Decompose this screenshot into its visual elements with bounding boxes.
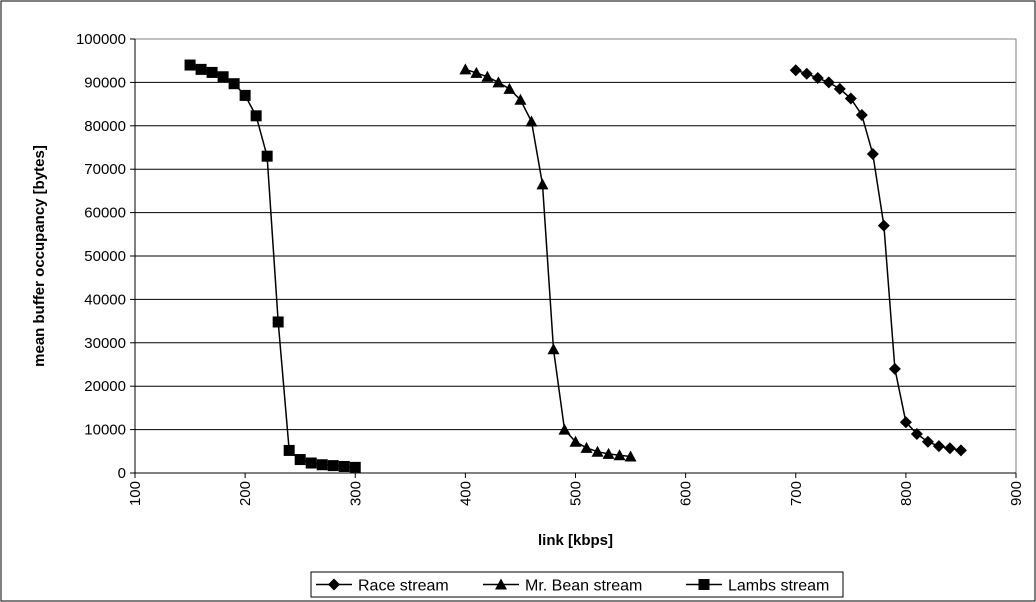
y-tick-label: 50000	[84, 248, 126, 265]
y-tick-label: 20000	[84, 378, 126, 395]
x-tick-label: 900	[1008, 481, 1025, 506]
legend-marker	[698, 579, 710, 590]
data-point	[954, 444, 967, 457]
data-point	[866, 148, 879, 161]
legend-marker	[495, 578, 507, 590]
x-tick-label: 200	[237, 481, 254, 506]
x-tick-label: 500	[568, 481, 585, 506]
data-point	[536, 178, 549, 190]
legend: Race stream Mr. Bean stream Lambs stream	[310, 571, 844, 598]
data-point	[580, 441, 593, 453]
data-point	[217, 71, 229, 83]
legend-label: Lambs stream	[728, 578, 829, 595]
y-tick-label: 60000	[84, 205, 126, 222]
data-point	[272, 316, 284, 328]
data-point	[833, 82, 846, 95]
y-axis-title: mean buffer occupancy [bytes]	[31, 145, 48, 367]
data-point	[855, 108, 868, 121]
data-point	[503, 82, 516, 94]
x-tick-label: 800	[898, 481, 915, 506]
data-point	[470, 66, 483, 78]
axis-layer: 0 10000 20000 30000 40000 50000 60000 70000 8000…	[76, 31, 1025, 506]
data-point	[228, 78, 240, 90]
data-point	[514, 93, 527, 105]
series-race-stream	[789, 64, 967, 457]
legend-label: Race stream	[358, 578, 449, 595]
data-point	[811, 72, 824, 85]
y-tick-label: 10000	[84, 422, 126, 439]
data-point	[789, 64, 802, 77]
data-point	[943, 442, 956, 455]
legend-item: Mr. Bean stream	[483, 578, 642, 595]
y-tick-label: 70000	[84, 161, 126, 178]
data-point	[921, 435, 934, 448]
data-point	[899, 416, 912, 429]
data-point	[492, 76, 505, 88]
data-point	[294, 454, 306, 466]
data-point	[800, 67, 813, 80]
series-lambs-stream	[184, 59, 361, 473]
data-point	[305, 457, 317, 469]
y-tick-label: 30000	[84, 335, 126, 352]
data-point	[338, 460, 350, 472]
data-point	[932, 440, 945, 453]
data-point	[239, 89, 251, 101]
y-tick-label: 100000	[76, 31, 126, 48]
data-point	[349, 461, 361, 473]
data-point	[327, 460, 339, 472]
x-tick-label: 600	[678, 481, 695, 506]
legend-box	[310, 571, 844, 598]
data-point	[250, 110, 262, 122]
legend-marker	[328, 578, 340, 591]
data-point	[283, 444, 295, 456]
series-mr-bean-stream	[459, 63, 637, 462]
data-point	[844, 92, 857, 105]
data-point	[316, 459, 328, 471]
series-line	[465, 68, 631, 458]
x-tick-label: 300	[347, 481, 364, 506]
y-tick-label: 90000	[84, 74, 126, 91]
data-point	[195, 63, 207, 75]
legend-label: Mr. Bean stream	[525, 578, 642, 595]
y-tick-label: 40000	[84, 291, 126, 308]
series-layer	[184, 59, 967, 473]
y-tick-label: 0	[118, 465, 126, 482]
legend-item: Race stream	[316, 578, 449, 595]
legend-item: Lambs stream	[686, 578, 829, 595]
data-point	[206, 66, 218, 78]
data-point	[184, 59, 196, 71]
data-point	[459, 63, 472, 75]
data-point	[547, 343, 560, 355]
data-point	[877, 219, 890, 232]
data-point	[481, 70, 494, 82]
x-tick-label: 400	[457, 481, 474, 506]
series-line	[795, 69, 962, 452]
data-point	[602, 447, 615, 459]
x-tick-label: 100	[127, 481, 144, 506]
data-point	[591, 445, 604, 457]
data-point	[624, 450, 637, 462]
data-point	[822, 76, 835, 89]
data-point	[558, 423, 571, 435]
x-tick-label: 700	[788, 481, 805, 506]
data-point	[525, 115, 538, 127]
data-point	[569, 435, 582, 447]
data-point	[261, 150, 273, 162]
data-point	[613, 449, 626, 461]
data-point	[888, 362, 901, 375]
x-axis-title: link [kbps]	[538, 532, 613, 549]
data-point	[910, 427, 923, 440]
y-tick-label: 80000	[84, 118, 126, 135]
